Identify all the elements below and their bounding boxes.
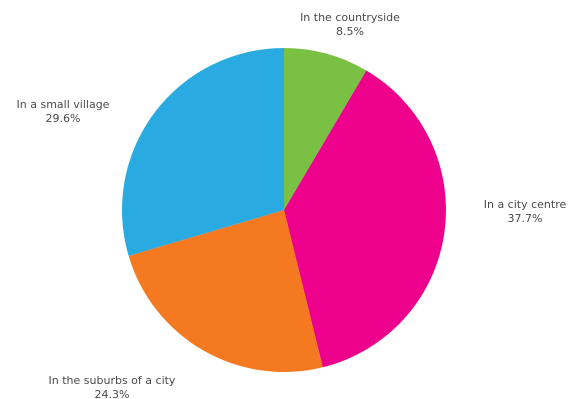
- slice-label-value: 37.7%: [508, 212, 543, 225]
- pie-slice-in-a-city-centre: [284, 70, 446, 368]
- pie-slice-in-the-countryside: [284, 48, 367, 210]
- pie-slice-in-a-small-village: [122, 48, 284, 256]
- pie-slices: [122, 48, 446, 372]
- slice-label-name: In a small village: [17, 98, 110, 111]
- slice-label-name: In the suburbs of a city: [49, 374, 176, 387]
- slice-label-value: 24.3%: [95, 388, 130, 399]
- slice-label-value: 8.5%: [336, 25, 364, 38]
- pie-slice-in-the-suburbs-of-a-city: [128, 210, 323, 372]
- slice-label-name: In a city centre: [484, 198, 567, 211]
- slice-label-value: 29.6%: [46, 112, 81, 125]
- slice-label-name: In the countryside: [300, 11, 400, 24]
